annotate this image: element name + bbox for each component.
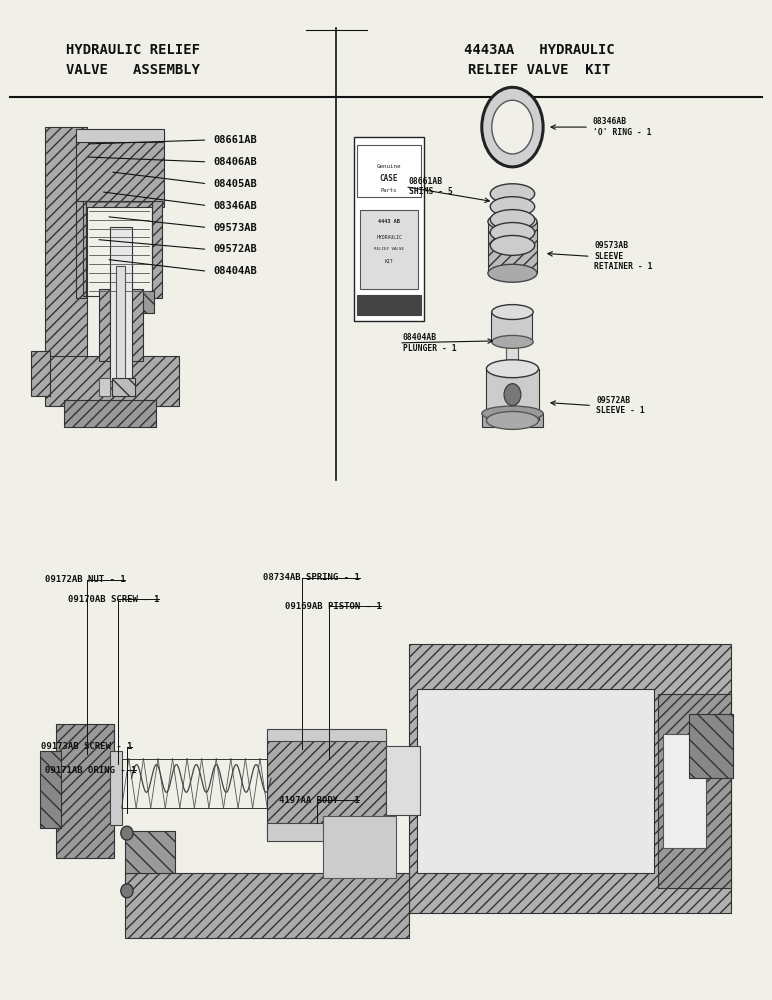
Text: HYDRAULIC: HYDRAULIC xyxy=(376,235,402,240)
Text: 09572AB
SLEEVE - 1: 09572AB SLEEVE - 1 xyxy=(596,396,645,415)
Text: 09573AB
SLEEVE
RETAINER - 1: 09573AB SLEEVE RETAINER - 1 xyxy=(594,241,653,271)
Ellipse shape xyxy=(120,884,133,898)
Text: 08346AB
'O' RING - 1: 08346AB 'O' RING - 1 xyxy=(593,117,652,137)
Circle shape xyxy=(504,384,521,406)
Bar xyxy=(360,210,418,289)
Bar xyxy=(152,201,162,298)
Bar xyxy=(76,132,164,207)
Text: 4443 AB: 4443 AB xyxy=(378,219,400,224)
Text: 09172AB NUT - 1: 09172AB NUT - 1 xyxy=(45,575,126,584)
Bar xyxy=(267,729,386,741)
Bar xyxy=(125,831,175,873)
Bar xyxy=(267,823,386,841)
Bar xyxy=(488,222,537,273)
Bar xyxy=(491,312,533,342)
Text: 09173AB SCREW - 1: 09173AB SCREW - 1 xyxy=(41,742,133,751)
Ellipse shape xyxy=(120,826,133,840)
Bar xyxy=(117,266,124,396)
Text: 4443AA   HYDRAULIC
RELIEF VALVE  KIT: 4443AA HYDRAULIC RELIEF VALVE KIT xyxy=(464,43,615,77)
Text: 08404AB: 08404AB xyxy=(214,266,257,276)
Ellipse shape xyxy=(482,406,543,421)
Bar xyxy=(357,295,422,315)
Bar xyxy=(76,129,164,142)
Ellipse shape xyxy=(490,235,535,255)
Circle shape xyxy=(492,100,533,154)
Ellipse shape xyxy=(490,223,535,242)
Bar xyxy=(386,746,421,815)
Bar xyxy=(45,127,87,361)
Bar xyxy=(125,873,409,938)
Circle shape xyxy=(482,87,543,167)
Text: RELIEF VALVE: RELIEF VALVE xyxy=(374,247,404,251)
Text: 08346AB: 08346AB xyxy=(214,201,257,211)
Ellipse shape xyxy=(490,184,535,204)
Bar xyxy=(113,378,135,396)
Bar xyxy=(486,369,539,420)
Bar xyxy=(64,400,156,427)
Text: 09169AB PISTON - 1: 09169AB PISTON - 1 xyxy=(285,602,381,611)
Bar xyxy=(39,751,61,828)
Text: 09573AB: 09573AB xyxy=(214,223,257,233)
Bar xyxy=(323,816,396,878)
Ellipse shape xyxy=(488,264,537,282)
Text: KIT: KIT xyxy=(384,259,394,264)
Bar xyxy=(357,145,422,197)
Text: 09170AB SCREW - 1: 09170AB SCREW - 1 xyxy=(68,595,159,604)
Ellipse shape xyxy=(492,305,533,320)
Text: 08405AB: 08405AB xyxy=(214,179,257,189)
Text: 09572AB: 09572AB xyxy=(214,244,257,254)
Bar xyxy=(110,227,131,381)
Bar xyxy=(658,694,731,888)
Text: 08404AB
PLUNGER - 1: 08404AB PLUNGER - 1 xyxy=(403,333,456,353)
Ellipse shape xyxy=(490,210,535,230)
Ellipse shape xyxy=(486,411,539,429)
Text: 08661AB: 08661AB xyxy=(214,135,257,145)
Bar xyxy=(108,291,154,313)
Bar xyxy=(409,644,731,913)
Bar xyxy=(56,724,114,858)
Text: CASE: CASE xyxy=(380,174,398,183)
Text: 08661AB
SHIMS - 5: 08661AB SHIMS - 5 xyxy=(409,177,453,196)
Ellipse shape xyxy=(492,335,533,348)
Bar xyxy=(506,336,518,374)
Bar xyxy=(99,378,110,396)
Ellipse shape xyxy=(488,213,537,231)
Bar xyxy=(99,289,143,361)
Text: 08734AB SPRING - 1: 08734AB SPRING - 1 xyxy=(263,573,360,582)
Bar xyxy=(663,734,706,848)
Bar xyxy=(110,751,121,825)
Bar xyxy=(354,137,425,321)
Bar xyxy=(482,413,543,427)
Bar xyxy=(267,736,386,835)
Ellipse shape xyxy=(490,197,535,217)
Text: Parts: Parts xyxy=(381,188,397,193)
Bar xyxy=(76,201,86,298)
Bar xyxy=(121,759,267,808)
Text: 09171AB ORING - 1: 09171AB ORING - 1 xyxy=(45,766,137,775)
Text: 08406AB: 08406AB xyxy=(214,157,257,167)
Bar xyxy=(83,201,152,296)
Text: 4197AA BODY - 1: 4197AA BODY - 1 xyxy=(279,796,359,805)
Bar xyxy=(31,351,50,396)
Bar xyxy=(689,714,733,778)
Ellipse shape xyxy=(486,360,539,378)
Bar xyxy=(45,356,179,406)
Bar xyxy=(417,689,654,873)
Text: HYDRAULIC RELIEF
VALVE   ASSEMBLY: HYDRAULIC RELIEF VALVE ASSEMBLY xyxy=(66,43,200,77)
Text: Genuine: Genuine xyxy=(377,164,401,169)
